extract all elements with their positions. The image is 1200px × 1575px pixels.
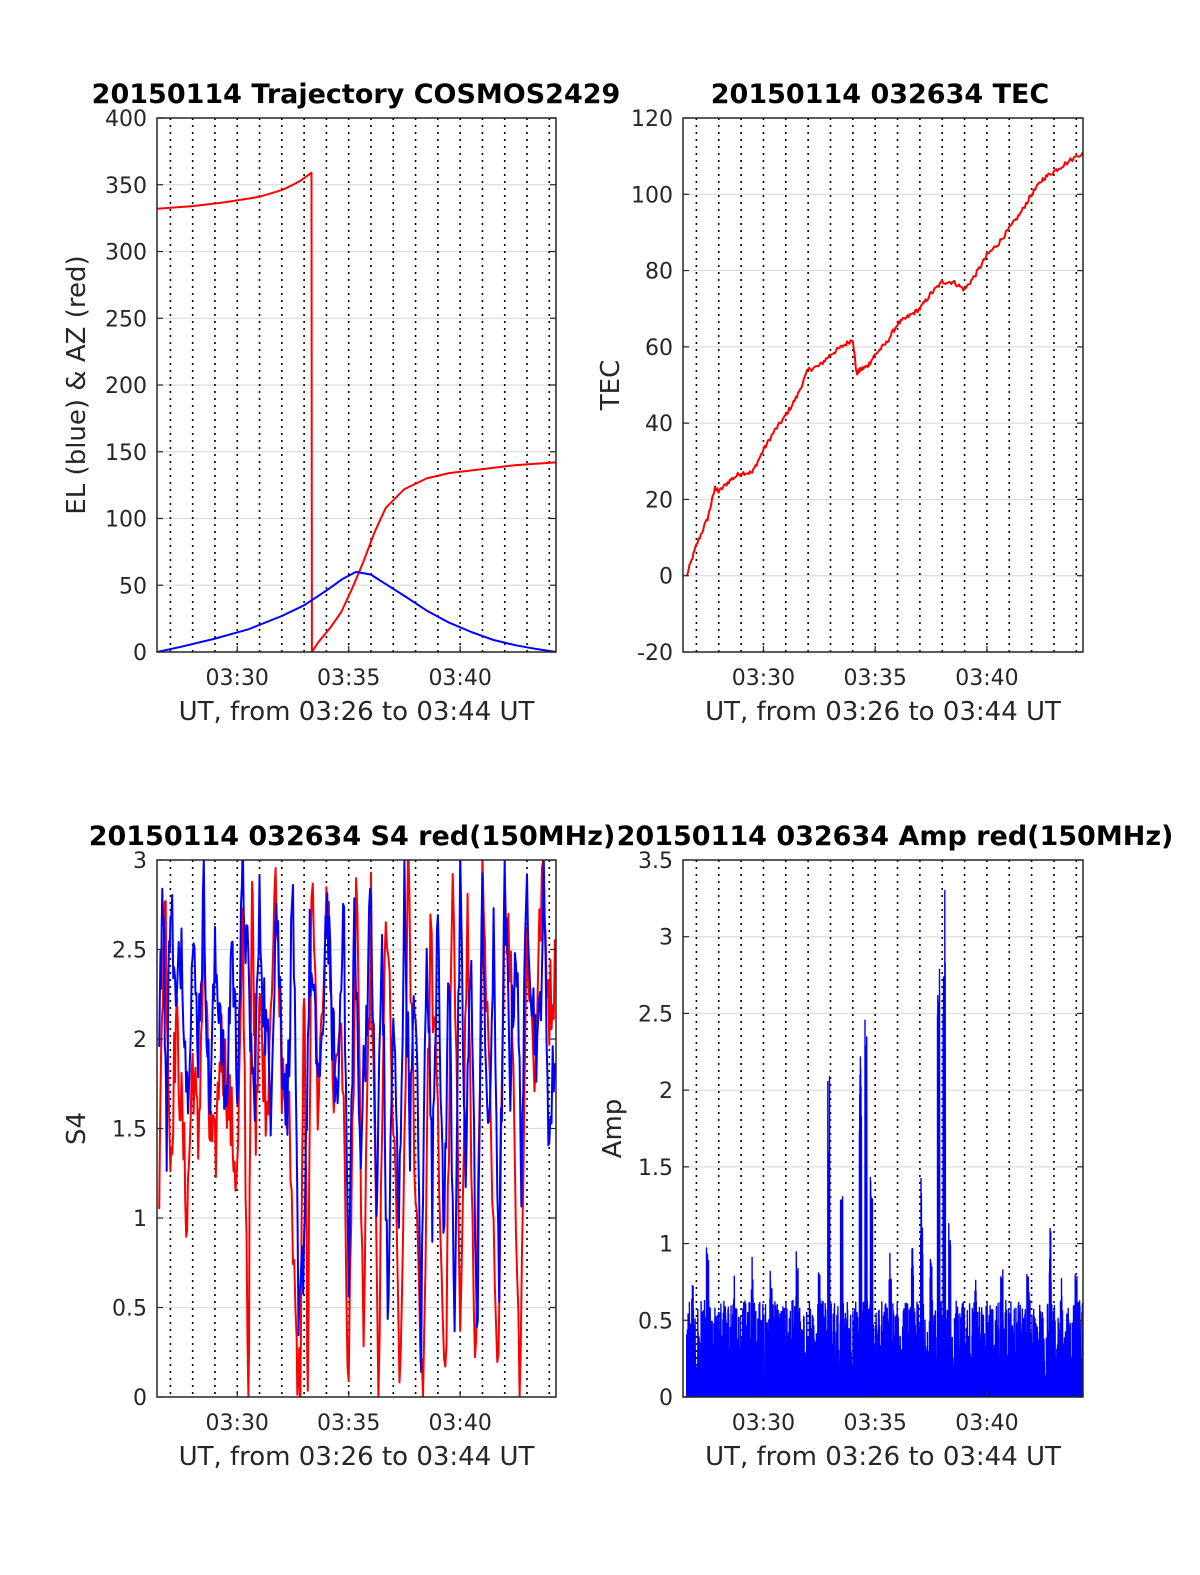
blue-series-line	[157, 570, 556, 652]
chart-panel-2: -20 0 20 40 60 80 100 120 03:30 03:35 03:40 UT, fro…	[596, 79, 1084, 727]
y-tick-label: 150	[105, 441, 147, 466]
y-tick-label: 2	[133, 1028, 147, 1053]
blue-series-line	[158, 860, 556, 1373]
blue-series-line	[686, 889, 1083, 1397]
x-tick-label: 03:30	[732, 666, 795, 691]
y-tick-label: 3	[133, 849, 147, 874]
y-tick-label: 0	[659, 1386, 673, 1411]
y-tick-label: 350	[105, 174, 147, 199]
axes-box	[682, 117, 1084, 653]
y-tick-label: 20	[645, 488, 673, 513]
y-tick-label: 60	[645, 336, 673, 361]
y-tick-label: 0	[659, 565, 673, 590]
plot-area	[158, 860, 556, 1397]
y-tick-label: 40	[645, 412, 673, 437]
y-tick-label: 300	[105, 241, 147, 266]
x-axis-label: UT, from 03:26 to 03:44 UT	[705, 1442, 1061, 1472]
axes-box	[682, 859, 1084, 1398]
x-tick-label: 03:40	[428, 666, 491, 691]
x-tick-label: 03:30	[206, 1411, 269, 1436]
y-tick-label: 0.5	[638, 1309, 673, 1334]
chart-panel-1: 0 50 100 150 200 250 300 350 400 03:30 03:35 03:40 U…	[62, 79, 620, 727]
plot-area	[157, 171, 556, 652]
y-tick-label: 0	[133, 641, 147, 666]
y-axis-label: Amp	[598, 1099, 628, 1159]
y-tick-label: 2.5	[112, 939, 147, 964]
x-tick-label: 03:35	[843, 1411, 906, 1436]
y-tick-label: 120	[631, 107, 673, 132]
y-tick-label: 3.5	[638, 849, 673, 874]
x-tick-label: 03:30	[206, 666, 269, 691]
y-axis-label: EL (blue) & AZ (red)	[62, 255, 92, 514]
x-tick-label: 03:40	[428, 1411, 491, 1436]
x-tick-label: 03:40	[955, 666, 1018, 691]
x-tick-label: 03:35	[317, 666, 380, 691]
red-series-line	[685, 151, 1083, 576]
y-tick-label: 100	[631, 183, 673, 208]
y-tick-label: 100	[105, 508, 147, 533]
chart-title: 20150114 032634 TEC	[711, 79, 1050, 110]
y-tick-label: -20	[637, 641, 673, 666]
x-axis-label: UT, from 03:26 to 03:44 UT	[179, 697, 535, 727]
y-tick-label: 1	[133, 1207, 147, 1232]
red-series-line	[157, 171, 556, 652]
y-axis-label: S4	[62, 1112, 92, 1145]
y-tick-label: 3	[659, 926, 673, 951]
chart-panel-3: 0 0.5 1 1.5 2 2.5 3 03:30 03:35 03:40 UT, from 03:…	[62, 821, 615, 1472]
chart-title: 20150114 032634 S4 red(150MHz)	[89, 821, 616, 852]
x-tick-label: 03:35	[317, 1411, 380, 1436]
x-axis-label: UT, from 03:26 to 03:44 UT	[179, 1442, 535, 1472]
x-axis-label: UT, from 03:26 to 03:44 UT	[705, 697, 1061, 727]
y-tick-label: 400	[105, 107, 147, 132]
y-axis-label: TEC	[596, 360, 626, 411]
y-tick-label: 250	[105, 307, 147, 332]
chart-panel-4: 0 0.5 1 1.5 2 2.5 3 3.5 03:30 03:35 03:40 UT, from …	[598, 821, 1173, 1472]
y-tick-label: 0.5	[112, 1297, 147, 1322]
y-tick-label: 1	[659, 1233, 673, 1258]
x-tick-label: 03:30	[732, 1411, 795, 1436]
chart-title: 20150114 Trajectory COSMOS2429	[92, 79, 621, 110]
y-tick-label: 50	[119, 574, 147, 599]
x-tick-label: 03:35	[843, 666, 906, 691]
y-tick-label: 2	[659, 1079, 673, 1104]
y-tick-label: 0	[133, 1386, 147, 1411]
plot-area	[685, 151, 1083, 576]
chart-title: 20150114 032634 Amp red(150MHz)	[617, 821, 1174, 852]
plot-area	[686, 889, 1083, 1397]
y-tick-label: 1.5	[112, 1118, 147, 1143]
x-tick-label: 03:40	[955, 1411, 1018, 1436]
y-tick-label: 200	[105, 374, 147, 399]
y-tick-label: 1.5	[638, 1156, 673, 1181]
y-tick-label: 2.5	[638, 1002, 673, 1027]
y-tick-label: 80	[645, 260, 673, 285]
